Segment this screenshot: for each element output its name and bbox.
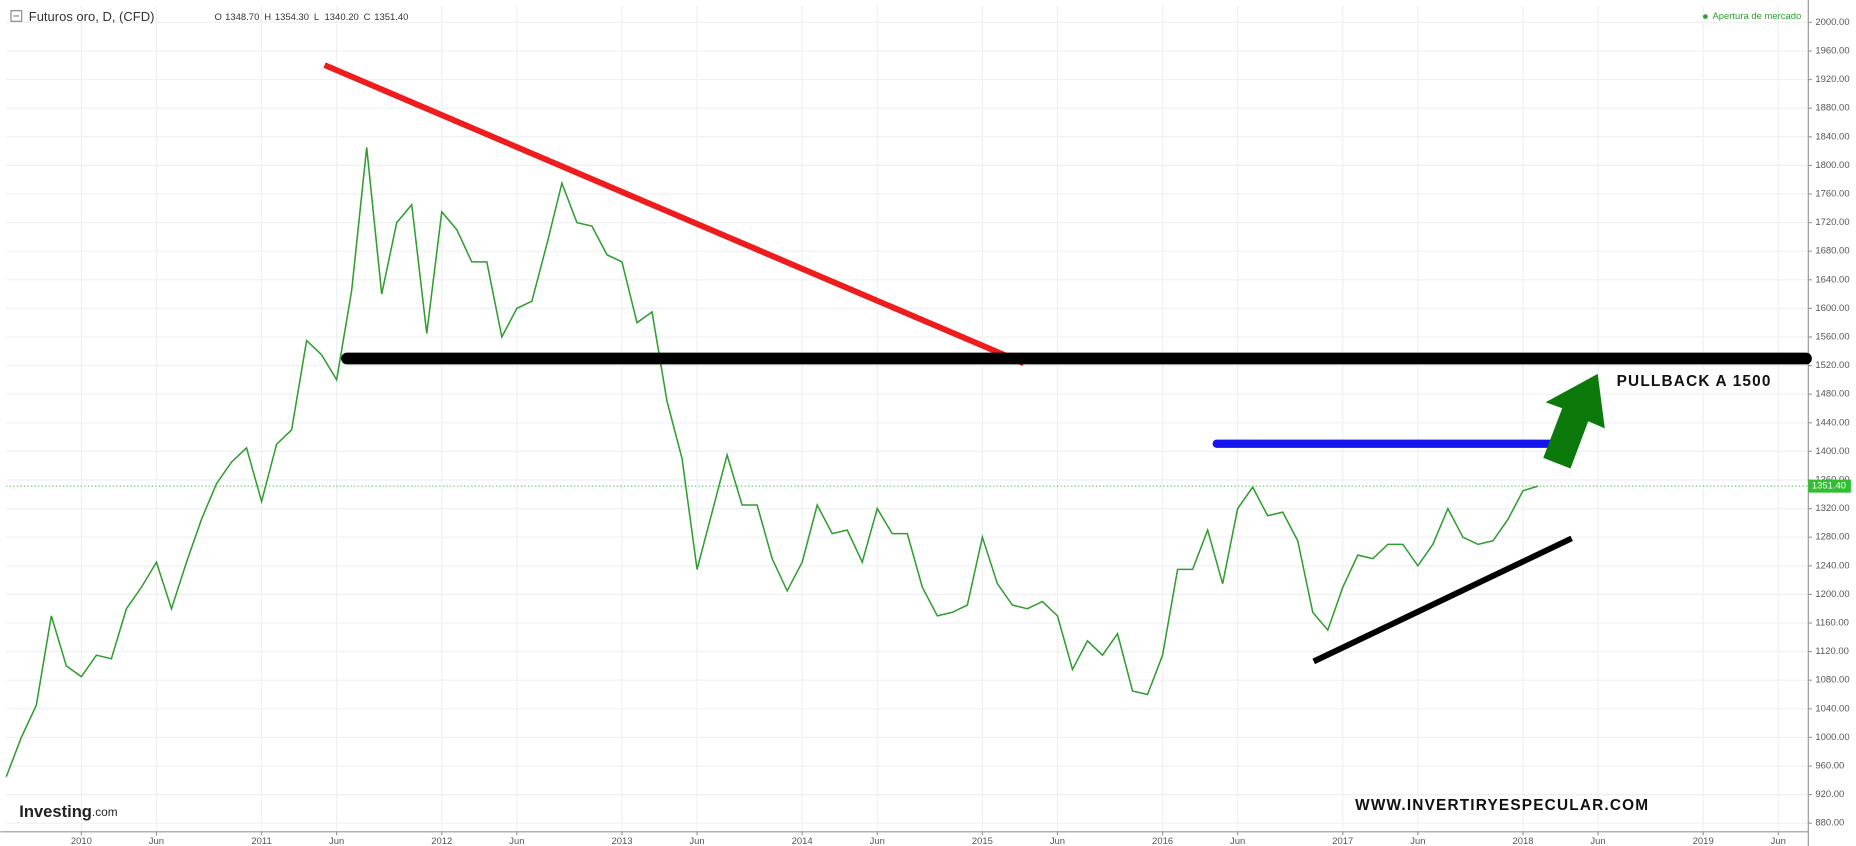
watermark: WWW.INVERTIRYESPECULAR.COM bbox=[1355, 797, 1649, 814]
y-tick-label: 1960.00 bbox=[1815, 45, 1849, 56]
ohlc-value: 1340.20 bbox=[325, 12, 359, 23]
x-tick-label: 2017 bbox=[1332, 836, 1353, 846]
x-tick-label: Jun bbox=[1230, 836, 1245, 846]
y-tick-label: 1040.00 bbox=[1815, 703, 1849, 714]
symbol: Futuros oro, D, (CFD) bbox=[29, 9, 155, 24]
status-dot bbox=[1703, 14, 1708, 19]
x-tick-label: 2014 bbox=[792, 836, 813, 846]
ohlc-key: C bbox=[364, 12, 371, 23]
y-tick-label: 1640.00 bbox=[1815, 274, 1849, 285]
ohlc-value: 1354.30 bbox=[275, 12, 309, 23]
y-tick-label: 960.00 bbox=[1815, 761, 1844, 772]
price-line bbox=[5, 147, 1539, 778]
ohlc-key: O bbox=[215, 12, 222, 23]
x-tick-label: Jun bbox=[329, 836, 344, 846]
y-tick-label: 880.00 bbox=[1815, 818, 1844, 829]
y-tick-label: 1200.00 bbox=[1815, 589, 1849, 600]
last-price-label: 1351.40 bbox=[1812, 481, 1846, 492]
y-tick-label: 1840.00 bbox=[1815, 131, 1849, 142]
ohlc-key: L bbox=[314, 12, 319, 23]
grid bbox=[6, 5, 1809, 832]
support-trendline bbox=[1312, 535, 1573, 665]
axes: 880.00 920.00 960.00 1000.00 1040.00 1080.00 1… bbox=[6, 17, 1851, 846]
x-tick-label: Jun bbox=[1050, 836, 1065, 846]
y-tick-label: 1520.00 bbox=[1815, 360, 1849, 371]
x-tick-label: Jun bbox=[870, 836, 885, 846]
logo-text: Investing bbox=[19, 802, 92, 821]
ohlc-key: H bbox=[264, 12, 271, 23]
y-tick-label: 1000.00 bbox=[1815, 732, 1849, 743]
x-tick-label: 2012 bbox=[431, 836, 452, 846]
x-tick-label: 2016 bbox=[1152, 836, 1173, 846]
y-tick-label: 2000.00 bbox=[1815, 17, 1849, 28]
y-tick-label: 1800.00 bbox=[1815, 160, 1849, 171]
x-tick-label: 2018 bbox=[1512, 836, 1533, 846]
y-tick-label: 1560.00 bbox=[1815, 331, 1849, 342]
y-tick-label: 1680.00 bbox=[1815, 246, 1849, 257]
y-tick-label: 1480.00 bbox=[1815, 389, 1849, 400]
x-tick-label: Jun bbox=[1590, 836, 1605, 846]
x-tick-label: 2013 bbox=[611, 836, 632, 846]
ohlc: O 1348.70 H 1354.30 L 1340.20 C 1351.40 bbox=[215, 12, 409, 23]
x-tick-label: Jun bbox=[689, 836, 704, 846]
plot bbox=[5, 147, 1539, 778]
y-tick-label: 1120.00 bbox=[1815, 646, 1848, 657]
x-tick-label: 2010 bbox=[71, 836, 92, 846]
resistance-trendline bbox=[323, 62, 1026, 366]
y-tick-label: 1880.00 bbox=[1815, 103, 1849, 114]
y-tick-label: 1400.00 bbox=[1815, 446, 1849, 457]
x-tick-label: 2019 bbox=[1693, 836, 1714, 846]
x-tick-label: 2015 bbox=[972, 836, 993, 846]
x-tick-label: Jun bbox=[509, 836, 524, 846]
status: Apertura de mercado bbox=[1712, 11, 1801, 22]
y-tick-label: 1280.00 bbox=[1815, 532, 1849, 543]
x-tick-label: Jun bbox=[1771, 836, 1786, 846]
y-tick-label: 1440.00 bbox=[1815, 417, 1849, 428]
y-tick-label: 1240.00 bbox=[1815, 560, 1849, 571]
x-tick-label: Jun bbox=[1410, 836, 1425, 846]
y-tick-label: 1320.00 bbox=[1815, 503, 1849, 514]
logo-suffix: .com bbox=[92, 805, 118, 819]
ohlc-value: 1351.40 bbox=[374, 12, 408, 23]
x-tick-label: Jun bbox=[149, 836, 164, 846]
y-tick-label: 1080.00 bbox=[1815, 675, 1849, 686]
logo: Investing.com bbox=[19, 802, 117, 821]
y-tick-label: 1600.00 bbox=[1815, 303, 1849, 314]
collapse-icon[interactable] bbox=[10, 10, 23, 22]
y-tick-label: 1920.00 bbox=[1815, 74, 1849, 85]
x-tick-label: 2011 bbox=[251, 836, 271, 846]
arrow bbox=[1543, 373, 1605, 469]
y-tick-label: 1720.00 bbox=[1815, 217, 1849, 228]
y-tick-label: 1760.00 bbox=[1815, 188, 1849, 199]
ohlc-value: 1348.70 bbox=[225, 12, 259, 23]
last-price-tag bbox=[1808, 479, 1851, 493]
y-tick-label: 1160.00 bbox=[1815, 618, 1848, 629]
annotation: PULLBACK A 1500 bbox=[1617, 373, 1772, 390]
y-tick-label: 920.00 bbox=[1815, 789, 1844, 800]
